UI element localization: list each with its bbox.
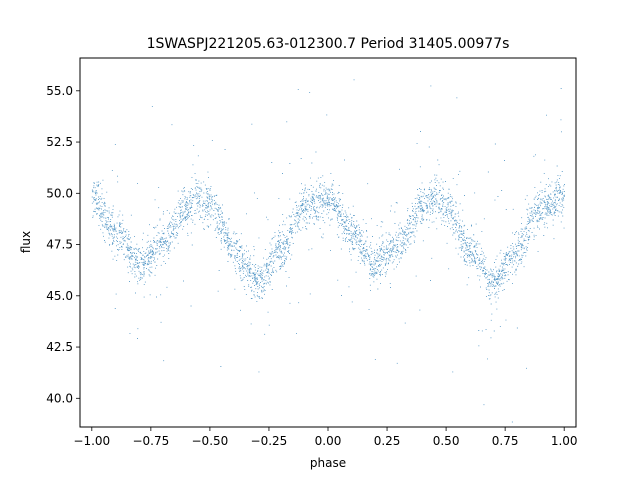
- x-axis-ticks: −1.00 −0.75 −0.50 −0.25 0.00 0.25 0.50 0.75 1.00: [73, 427, 578, 448]
- y-tick-label: 45.0: [46, 289, 73, 303]
- y-tick-label: 52.5: [46, 135, 73, 149]
- x-tick-label: 0.75: [492, 434, 519, 448]
- y-axis-ticks: 40.0 42.5 45.0 47.5 50.0 52.5 55.0: [46, 84, 80, 405]
- x-tick-label: 0.00: [315, 434, 342, 448]
- x-tick-label: −1.00: [73, 434, 110, 448]
- x-tick-label: 0.25: [374, 434, 401, 448]
- y-axis-label: flux: [19, 231, 33, 253]
- x-axis-label: phase: [310, 456, 346, 470]
- y-tick-label: 42.5: [46, 340, 73, 354]
- scatter-points: [91, 79, 565, 423]
- y-tick-label: 40.0: [46, 391, 73, 405]
- x-tick-label: −0.50: [192, 434, 229, 448]
- y-tick-label: 50.0: [46, 186, 73, 200]
- chart-title: 1SWASPJ221205.63-012300.7 Period 31405.0…: [147, 36, 510, 52]
- x-tick-label: 1.00: [551, 434, 578, 448]
- x-tick-label: 0.50: [433, 434, 460, 448]
- data-points: [91, 79, 565, 423]
- x-tick-label: −0.75: [132, 434, 169, 448]
- y-tick-label: 55.0: [46, 84, 73, 98]
- y-tick-label: 47.5: [46, 238, 73, 252]
- x-tick-label: −0.25: [251, 434, 288, 448]
